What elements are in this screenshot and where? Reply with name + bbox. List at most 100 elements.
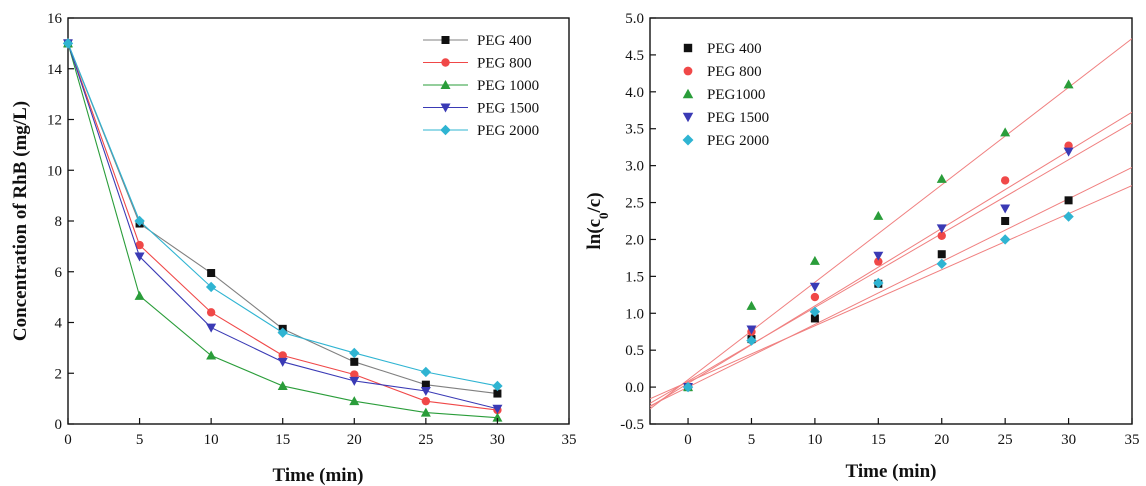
y-tick-label: 3.5 (625, 122, 644, 138)
data-point (277, 327, 288, 338)
y-tick-label: 2 (55, 366, 63, 382)
y-tick-label: 0.5 (625, 343, 644, 359)
legend-label: PEG 800 (477, 56, 532, 72)
fit-line (650, 122, 1132, 404)
data-point (207, 269, 216, 278)
x-axis-label: Time (min) (846, 461, 937, 482)
series-layer (62, 38, 503, 422)
x-tick-label: 25 (418, 432, 433, 448)
legend-label: PEG 2000 (707, 133, 769, 149)
x-tick-label: 15 (871, 432, 886, 448)
data-point (134, 215, 145, 227)
y-tick-label: 14 (47, 62, 63, 78)
x-tick-label: 10 (807, 432, 822, 448)
x-tick-label: 35 (1125, 432, 1140, 448)
data-point (873, 277, 884, 289)
data-point (349, 396, 360, 406)
data-point (277, 380, 288, 390)
legend-marker (440, 80, 451, 89)
y-tick-label: 0 (55, 417, 63, 433)
y-tick-label: 0.0 (625, 380, 644, 396)
data-point (810, 292, 820, 302)
data-point (999, 234, 1011, 245)
data-point (421, 396, 431, 406)
data-point (277, 357, 288, 367)
data-point (746, 300, 757, 310)
data-point (1000, 176, 1010, 185)
kinetics-chart: 0 5 10 15 20 25 30 35 -0.5 0.0 0.5 1.0 1.5 2.0 2.5 3.0 3… (584, 11, 1140, 482)
legend-marker (682, 112, 694, 123)
data-point (420, 387, 431, 397)
y-tick-label: 10 (47, 163, 62, 179)
data-point (492, 380, 503, 392)
y-tick-label: 2.0 (625, 232, 644, 248)
x-tick-label: 20 (347, 432, 362, 448)
data-point (810, 314, 819, 323)
fit-line (650, 167, 1132, 407)
data-point (936, 224, 947, 234)
plot-frame (649, 17, 1133, 425)
y-tick-label: 4.5 (625, 48, 644, 64)
series-line (67, 43, 498, 395)
data-point (420, 366, 432, 378)
data-point (206, 308, 216, 317)
data-point (1064, 196, 1073, 205)
data-point (278, 351, 287, 360)
legend-label: PEG 1500 (707, 110, 769, 126)
fit-lines-layer (650, 38, 1132, 410)
y-tick-label: 2.5 (625, 196, 644, 212)
x-tick-label: 30 (1061, 432, 1076, 448)
data-point (1063, 147, 1074, 157)
concentration-chart: 0 5 10 15 20 25 30 35 0 2 4 6 8 10 12 14 16 Time (min) C… (10, 11, 577, 486)
data-point (349, 376, 360, 386)
data-point (1063, 211, 1074, 222)
data-point (746, 335, 757, 346)
legend-marker (441, 58, 450, 67)
x-tick-label: 10 (204, 432, 219, 448)
data-point (809, 255, 820, 265)
x-tick-label: 5 (748, 432, 756, 448)
data-point (936, 258, 947, 270)
data-point (1063, 79, 1074, 89)
legend-marker (441, 36, 450, 44)
data-point (420, 407, 431, 417)
data-point (937, 250, 946, 259)
series-layer (682, 79, 1074, 393)
data-point (206, 323, 217, 333)
y-tick-label: 8 (55, 214, 63, 230)
data-point (809, 282, 820, 292)
y-axis-label: ln(c0/c) (584, 192, 611, 249)
legend-label: PEG 1500 (477, 101, 539, 117)
data-point (1000, 127, 1011, 137)
fit-line (650, 111, 1132, 408)
legend-marker (440, 124, 451, 136)
y-tick-label: 3.0 (625, 159, 644, 175)
legend-marker (683, 43, 693, 53)
fit-line (650, 185, 1132, 400)
x-axis-label: Time (min) (273, 465, 364, 486)
data-point (809, 306, 821, 317)
y-axis-label: Concentration of RhB (mg/L) (10, 101, 31, 341)
data-point (492, 404, 503, 414)
legend-marker (440, 103, 451, 113)
x-tick-label: 15 (275, 432, 290, 448)
legend-marker (683, 66, 693, 76)
data-point (682, 381, 694, 393)
legend: PEG 400 PEG 800 PEG 1000 PEG 1500 PEG 2000 (423, 33, 539, 139)
data-point (205, 281, 217, 293)
data-point (349, 347, 360, 359)
data-point (493, 389, 502, 398)
axis-ticks: 0 5 10 15 20 25 30 35 -0.5 0.0 0.5 1.0 1.5 2.0 2.5 3.0 3… (620, 11, 1139, 448)
data-point (874, 257, 883, 266)
data-point (62, 38, 74, 49)
legend-label: PEG 400 (477, 33, 532, 49)
data-point (873, 210, 884, 220)
y-tick-label: 1.5 (625, 269, 644, 285)
y-tick-label: 5.0 (625, 11, 644, 27)
fit-line (650, 38, 1132, 410)
data-point (206, 350, 217, 360)
data-point (1000, 204, 1011, 214)
legend-label: PEG 1000 (477, 78, 539, 94)
x-tick-label: 0 (684, 432, 692, 448)
